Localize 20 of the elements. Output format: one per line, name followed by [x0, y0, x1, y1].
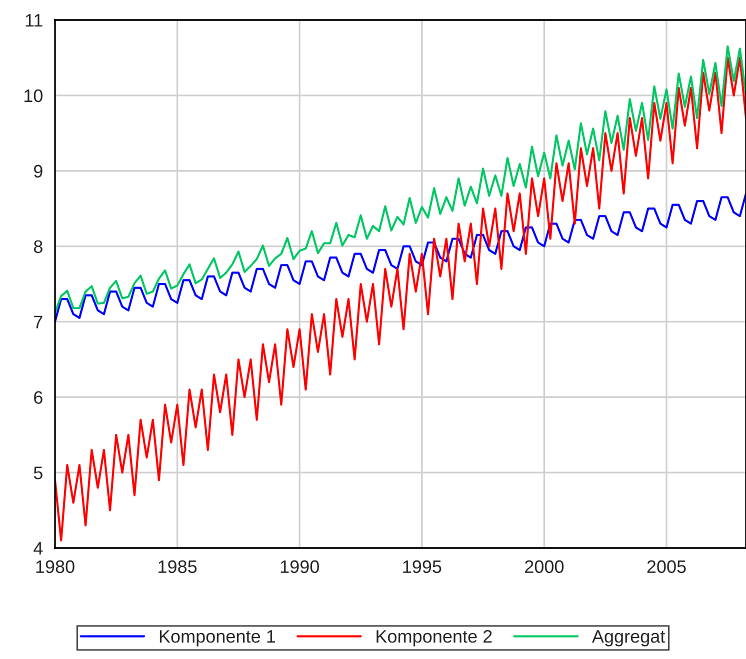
x-tick-label: 2005 [647, 560, 686, 574]
y-tick-label: 7 [34, 316, 42, 328]
y-tick-label: 4 [34, 542, 43, 555]
y-tick-label: 5 [34, 466, 42, 480]
x-tick-label: 2000 [525, 560, 564, 574]
y-tick-label: 8 [34, 240, 42, 254]
line-series [55, 45, 746, 314]
y-tick-label: 9 [34, 164, 42, 178]
x-tick-label: 1995 [403, 560, 442, 574]
y-tick-label: 6 [34, 391, 42, 404]
x-tick-label: 1990 [280, 560, 319, 574]
legend-label: Komponente 2 [376, 630, 492, 646]
line-series [55, 56, 746, 542]
y-tick-label: 11 [26, 14, 42, 27]
legend-label: Komponente 1 [160, 630, 276, 646]
x-tick-label: 1980 [36, 560, 74, 574]
legend-label: Aggregat [592, 630, 666, 646]
y-tick-label: 10 [24, 89, 42, 102]
x-tick-label: 1985 [158, 560, 197, 574]
line-series [55, 192, 746, 323]
